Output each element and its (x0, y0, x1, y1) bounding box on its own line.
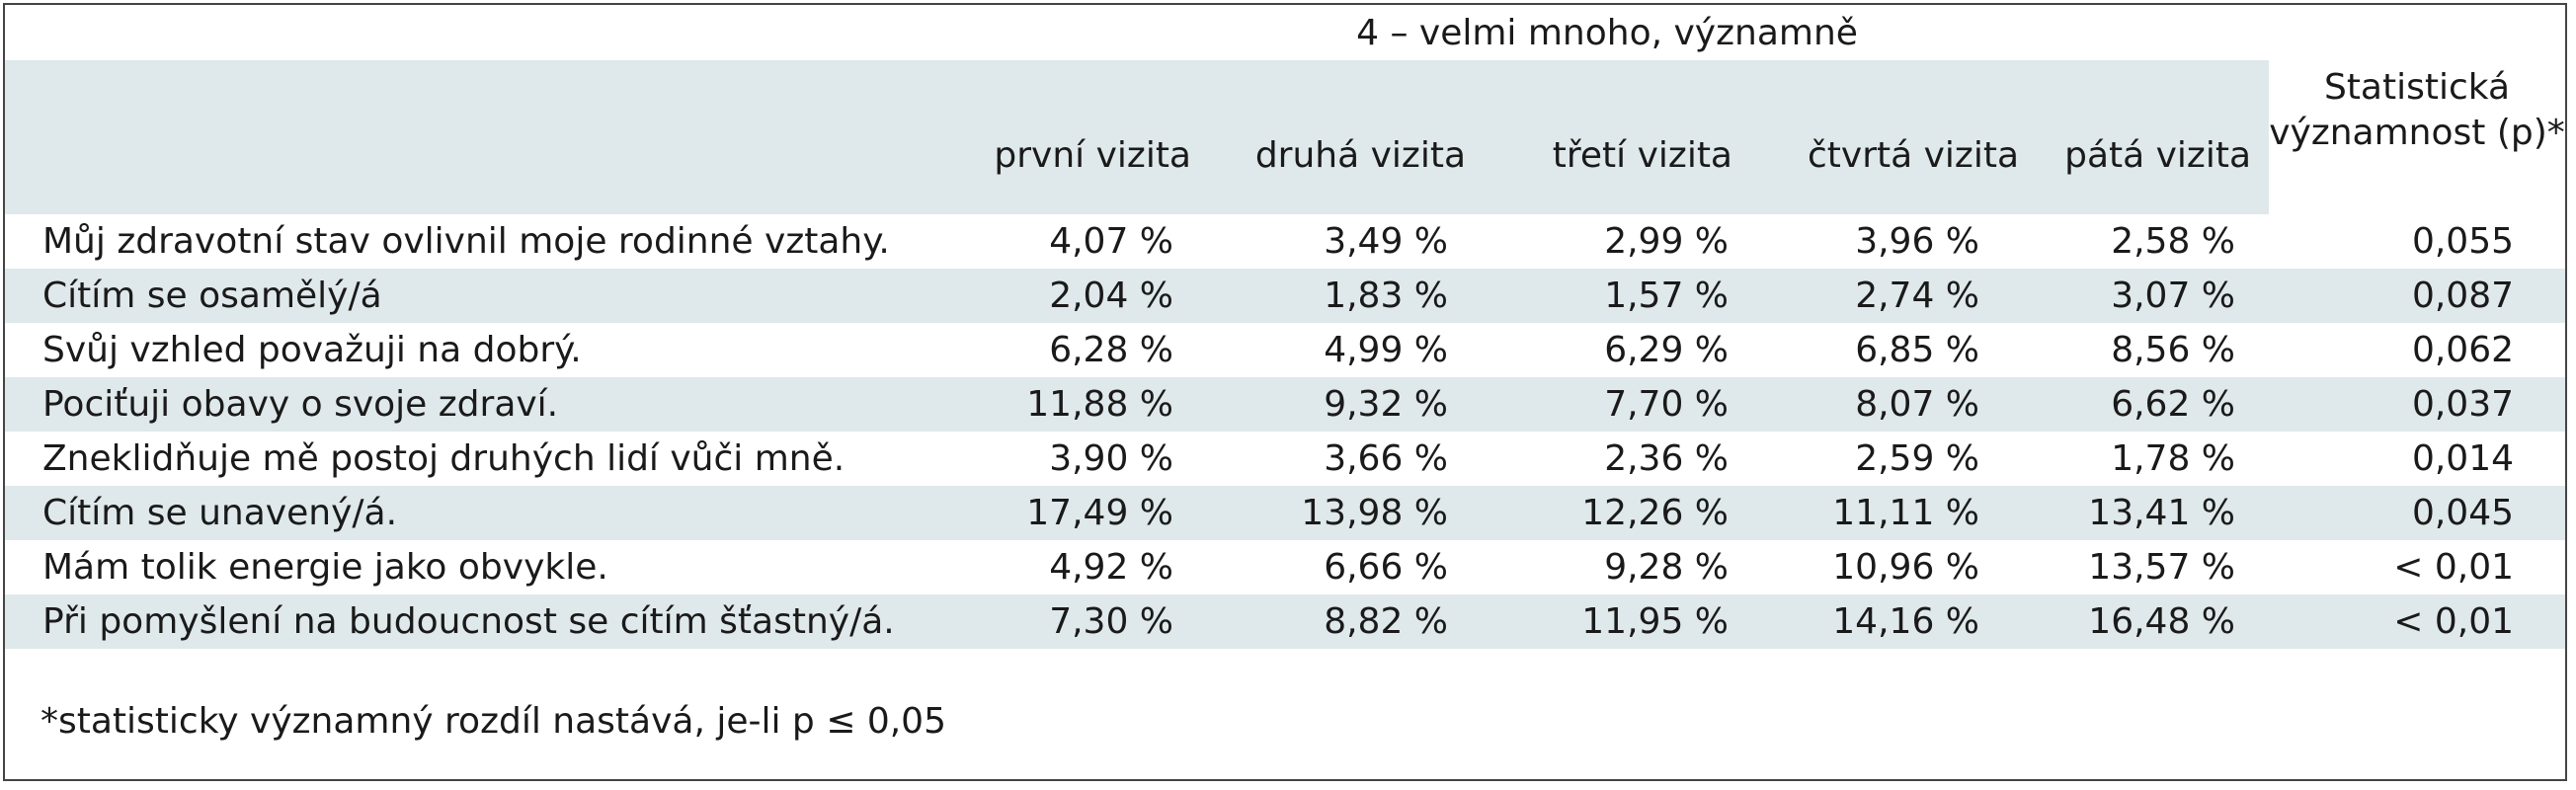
value-cell: 3,49 % (1324, 221, 1448, 262)
group-header: 4 – velmi mnoho, významně (1356, 12, 1858, 53)
value-cell: 13,98 % (1209, 486, 1484, 540)
row-label: Mám tolik energie jako obvykle. (42, 547, 608, 588)
row-label: Cítím se osamělý/á (5, 269, 945, 323)
stat-header: Statistická významnost (p)* (2269, 67, 2565, 153)
value-cell: 17,49 % (945, 486, 1209, 540)
header-label-cell (5, 60, 945, 214)
row-label: Cítím se unavený/á. (5, 486, 945, 540)
value-cell: 2,59 % (1855, 438, 1979, 479)
header-empty-cell (5, 5, 945, 60)
value-cell: 12,26 % (1484, 486, 1750, 540)
visit-header: první vizita (945, 60, 1209, 214)
value-cell: 6,29 % (1604, 330, 1729, 370)
value-cell: 11,95 % (1484, 594, 1750, 649)
value-cell: 3,90 % (1049, 438, 1173, 479)
p-value-cell: 0,062 (2411, 330, 2515, 370)
p-value-cell: < 0,01 (2269, 594, 2566, 649)
value-cell: 1,78 % (2111, 438, 2236, 479)
visit-header: pátá vizita (2037, 60, 2270, 214)
value-cell: 14,16 % (1750, 594, 2037, 649)
table-row: Svůj vzhled považuji na dobrý. 6,28 % 4,99… (5, 323, 2565, 377)
row-label: Můj zdravotní stav ovlivnil moje rodinné… (42, 221, 890, 262)
value-cell: 2,74 % (1750, 269, 2037, 323)
value-cell: 10,96 % (1832, 547, 1979, 588)
value-cell: 8,82 % (1209, 594, 1484, 649)
value-cell: 4,99 % (1324, 330, 1448, 370)
value-cell: 8,07 % (1750, 377, 2037, 432)
value-cell: 4,07 % (1049, 221, 1173, 262)
value-cell: 1,57 % (1484, 269, 1750, 323)
table-row: Pociťuji obavy o svoje zdraví. 11,88 % 9,3… (5, 377, 2566, 432)
row-label: Svůj vzhled považuji na dobrý. (42, 330, 582, 370)
p-value-cell: 0,014 (2411, 438, 2515, 479)
row-label: Pociťuji obavy o svoje zdraví. (5, 377, 945, 432)
table-row: Můj zdravotní stav ovlivnil moje rodinné… (5, 214, 2565, 269)
footnote: *statisticky významný rozdíl nastává, je… (40, 701, 946, 742)
value-cell: 2,99 % (1604, 221, 1729, 262)
value-cell: 7,70 % (1484, 377, 1750, 432)
table-row: Mám tolik energie jako obvykle. 4,92 % 6,6… (5, 540, 2565, 594)
p-value-cell: < 0,01 (2393, 547, 2515, 588)
value-cell: 6,28 % (1049, 330, 1173, 370)
value-cell: 6,85 % (1855, 330, 1979, 370)
value-cell: 4,92 % (1049, 547, 1173, 588)
value-cell: 13,41 % (2037, 486, 2270, 540)
value-cell: 3,96 % (1855, 221, 1979, 262)
value-cell: 16,48 % (2037, 594, 2270, 649)
value-cell: 9,28 % (1604, 547, 1729, 588)
table-row: Cítím se unavený/á. 17,49 % 13,98 % 12,26 %… (5, 486, 2566, 540)
value-cell: 3,07 % (2037, 269, 2270, 323)
value-cell: 7,30 % (945, 594, 1209, 649)
row-label: Zneklidňuje mě postoj druhých lidí vůči … (42, 438, 845, 479)
value-cell: 13,57 % (2088, 547, 2236, 588)
value-cell: 3,66 % (1324, 438, 1448, 479)
table-row: Při pomyšlení na budoucnost se cítím šťa… (5, 594, 2566, 649)
visit-header: třetí vizita (1484, 60, 1750, 214)
table-frame: 4 – velmi mnoho, významně Statistická vý… (3, 3, 2567, 781)
p-value-cell: 0,087 (2269, 269, 2566, 323)
p-value-cell: 0,055 (2411, 221, 2515, 262)
row-label: Při pomyšlení na budoucnost se cítím šťa… (5, 594, 945, 649)
p-value-cell: 0,037 (2269, 377, 2566, 432)
value-cell: 2,04 % (945, 269, 1209, 323)
p-value-cell: 0,045 (2269, 486, 2566, 540)
table-row: Cítím se osamělý/á 2,04 % 1,83 % 1,57 % 2,74… (5, 269, 2566, 323)
value-cell: 2,58 % (2111, 221, 2236, 262)
visit-header: čtvrtá vizita (1750, 60, 2037, 214)
visit-header: druhá vizita (1209, 60, 1484, 214)
value-cell: 1,83 % (1209, 269, 1484, 323)
value-cell: 11,11 % (1750, 486, 2037, 540)
value-cell: 8,56 % (2111, 330, 2236, 370)
value-cell: 2,36 % (1604, 438, 1729, 479)
value-cell: 6,62 % (2037, 377, 2270, 432)
table-row: Zneklidňuje mě postoj druhých lidí vůči … (5, 432, 2565, 486)
results-table: 4 – velmi mnoho, významně Statistická vý… (5, 5, 2566, 649)
value-cell: 9,32 % (1209, 377, 1484, 432)
value-cell: 11,88 % (945, 377, 1209, 432)
value-cell: 6,66 % (1324, 547, 1448, 588)
